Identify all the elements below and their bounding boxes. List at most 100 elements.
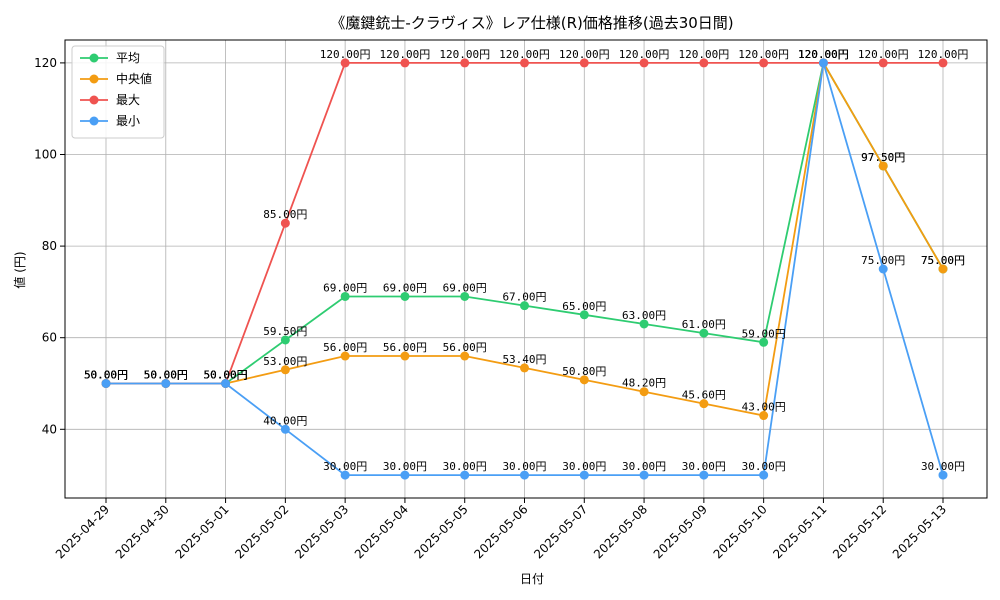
legend-label: 平均	[116, 51, 140, 65]
x-tick-label: 2025-05-13	[890, 502, 949, 561]
x-tick-label: 2025-05-03	[292, 502, 351, 561]
series-最小-value-label: 30.00円	[383, 460, 427, 473]
series-最小-value-label: 30.00円	[622, 460, 666, 473]
series-最小-point	[639, 470, 649, 480]
series-最小-value-label: 30.00円	[742, 460, 786, 473]
series-最大-value-label: 120.00円	[320, 48, 371, 61]
series-最大-point	[639, 58, 649, 68]
series-平均-value-label: 63.00円	[622, 309, 666, 322]
series-平均-value-label: 69.00円	[383, 281, 427, 294]
x-axis-label: 日付	[520, 572, 544, 586]
series-中央値-value-label: 56.00円	[323, 341, 367, 354]
x-tick-label: 2025-05-08	[591, 502, 650, 561]
series-最小-point	[101, 379, 111, 388]
series-最大-value-label: 85.00円	[263, 208, 307, 221]
x-tick-label: 2025-05-11	[770, 502, 829, 561]
x-tick-label: 2025-04-29	[53, 502, 112, 561]
series-最大-value-label: 120.00円	[380, 48, 431, 61]
series-中央値-value-label: 53.00円	[263, 355, 307, 368]
series-最小-point	[579, 470, 589, 480]
series-平均-value-label: 67.00円	[502, 291, 546, 304]
series-最小-point	[280, 424, 290, 434]
series-最小-value-label: 30.00円	[682, 460, 726, 473]
series-最小-point	[818, 58, 828, 68]
series-中央値-point	[400, 351, 410, 361]
series-最小-point	[460, 470, 470, 480]
series-中央値-point	[579, 375, 589, 385]
series-平均-point	[280, 335, 290, 345]
series-中央値-point	[639, 387, 649, 397]
legend-marker	[89, 116, 99, 126]
legend-label: 最大	[116, 93, 140, 107]
series-中央値-value-label: 53.40円	[502, 353, 546, 366]
series-平均-value-label: 50.00円	[84, 369, 128, 382]
series-最大-point	[759, 58, 769, 68]
series-中央値-point	[699, 399, 709, 409]
series-中央値-point	[280, 365, 290, 375]
series-中央値-value-label: 120.00円	[798, 48, 849, 61]
series-中央値-value-label: 75.00円	[921, 254, 965, 267]
x-tick-label: 2025-05-04	[352, 502, 411, 561]
series-最大-value-label: 120.00円	[738, 48, 789, 61]
series-平均-value-label: 75.00円	[921, 254, 965, 267]
series-最大-point	[878, 58, 888, 68]
x-tick-label: 2025-05-09	[651, 502, 710, 561]
series-平均-point	[759, 337, 769, 347]
legend-marker	[89, 74, 99, 84]
legend-marker	[89, 95, 99, 105]
x-tick-label: 2025-05-12	[830, 502, 889, 561]
data-labels: 50.00円 50.00円 50.00円 59.50円 69.00円 69.00円 69.0…	[84, 48, 968, 473]
series-平均-point	[520, 301, 529, 311]
legend-box	[71, 45, 165, 139]
series-最小-point	[878, 264, 888, 274]
series-平均-value-label: 59.50円	[263, 325, 307, 338]
y-tick-label: 40	[42, 422, 57, 436]
legend-label: 最小	[116, 114, 140, 128]
series-最大-point	[699, 58, 709, 68]
series-中央値-point	[759, 411, 769, 421]
series-平均-point	[579, 310, 589, 320]
series-最大-value-label: 50.00円	[144, 369, 188, 382]
series-中央値-point	[938, 264, 948, 274]
series-最大-point	[520, 58, 529, 68]
series-平均-value-label: 59.00円	[742, 327, 786, 340]
grid	[65, 40, 987, 498]
series-中央値-value-label: 50.00円	[144, 369, 188, 382]
series-中央値-value-label: 48.20円	[622, 377, 666, 390]
x-tick-label: 2025-05-02	[232, 502, 291, 561]
series-最大-value-label: 120.00円	[439, 48, 490, 61]
series-平均-point	[639, 319, 649, 329]
series-最小-value-label: 30.00円	[323, 460, 367, 473]
series-最小-value-label: 30.00円	[443, 460, 487, 473]
y-tick-label: 120	[34, 56, 57, 70]
series-最大-value-label: 120.00円	[619, 48, 670, 61]
series-最大-point	[280, 218, 290, 228]
series-中央値-value-label: 56.00円	[443, 341, 487, 354]
series-最小-point	[221, 379, 231, 388]
series-平均-value-label: 120.00円	[798, 48, 849, 61]
series-平均-value-label: 69.00円	[443, 281, 487, 294]
x-tick-label: 2025-05-05	[412, 502, 471, 561]
series-最大-point	[938, 58, 948, 68]
series-最小-point	[520, 470, 529, 480]
series-最小-value-label: 50.00円	[84, 369, 128, 382]
series-最小-value-label: 40.00円	[263, 414, 307, 427]
series-中央値-point	[340, 351, 350, 361]
x-tick-label: 2025-05-10	[711, 502, 770, 561]
series-最大-point	[579, 58, 589, 68]
y-tick-label: 80	[42, 239, 57, 253]
series-平均-point	[340, 291, 350, 301]
series-最小-point	[699, 470, 709, 480]
series-中央値-point	[460, 351, 470, 361]
series-最小-point	[938, 470, 948, 480]
series-最大-value-label: 120.00円	[678, 48, 729, 61]
x-tick-label: 2025-05-06	[471, 502, 530, 561]
legend-marker	[89, 53, 99, 63]
series-最小-value-label: 30.00円	[562, 460, 606, 473]
series-中央値-value-label: 45.60円	[682, 389, 726, 402]
series-最小-point	[161, 379, 171, 388]
series-最小-point	[400, 470, 410, 480]
series-最大-value-label: 120.00円	[499, 48, 550, 61]
series-最小-value-label: 30.00円	[921, 460, 965, 473]
x-tick-label: 2025-04-30	[113, 502, 172, 561]
